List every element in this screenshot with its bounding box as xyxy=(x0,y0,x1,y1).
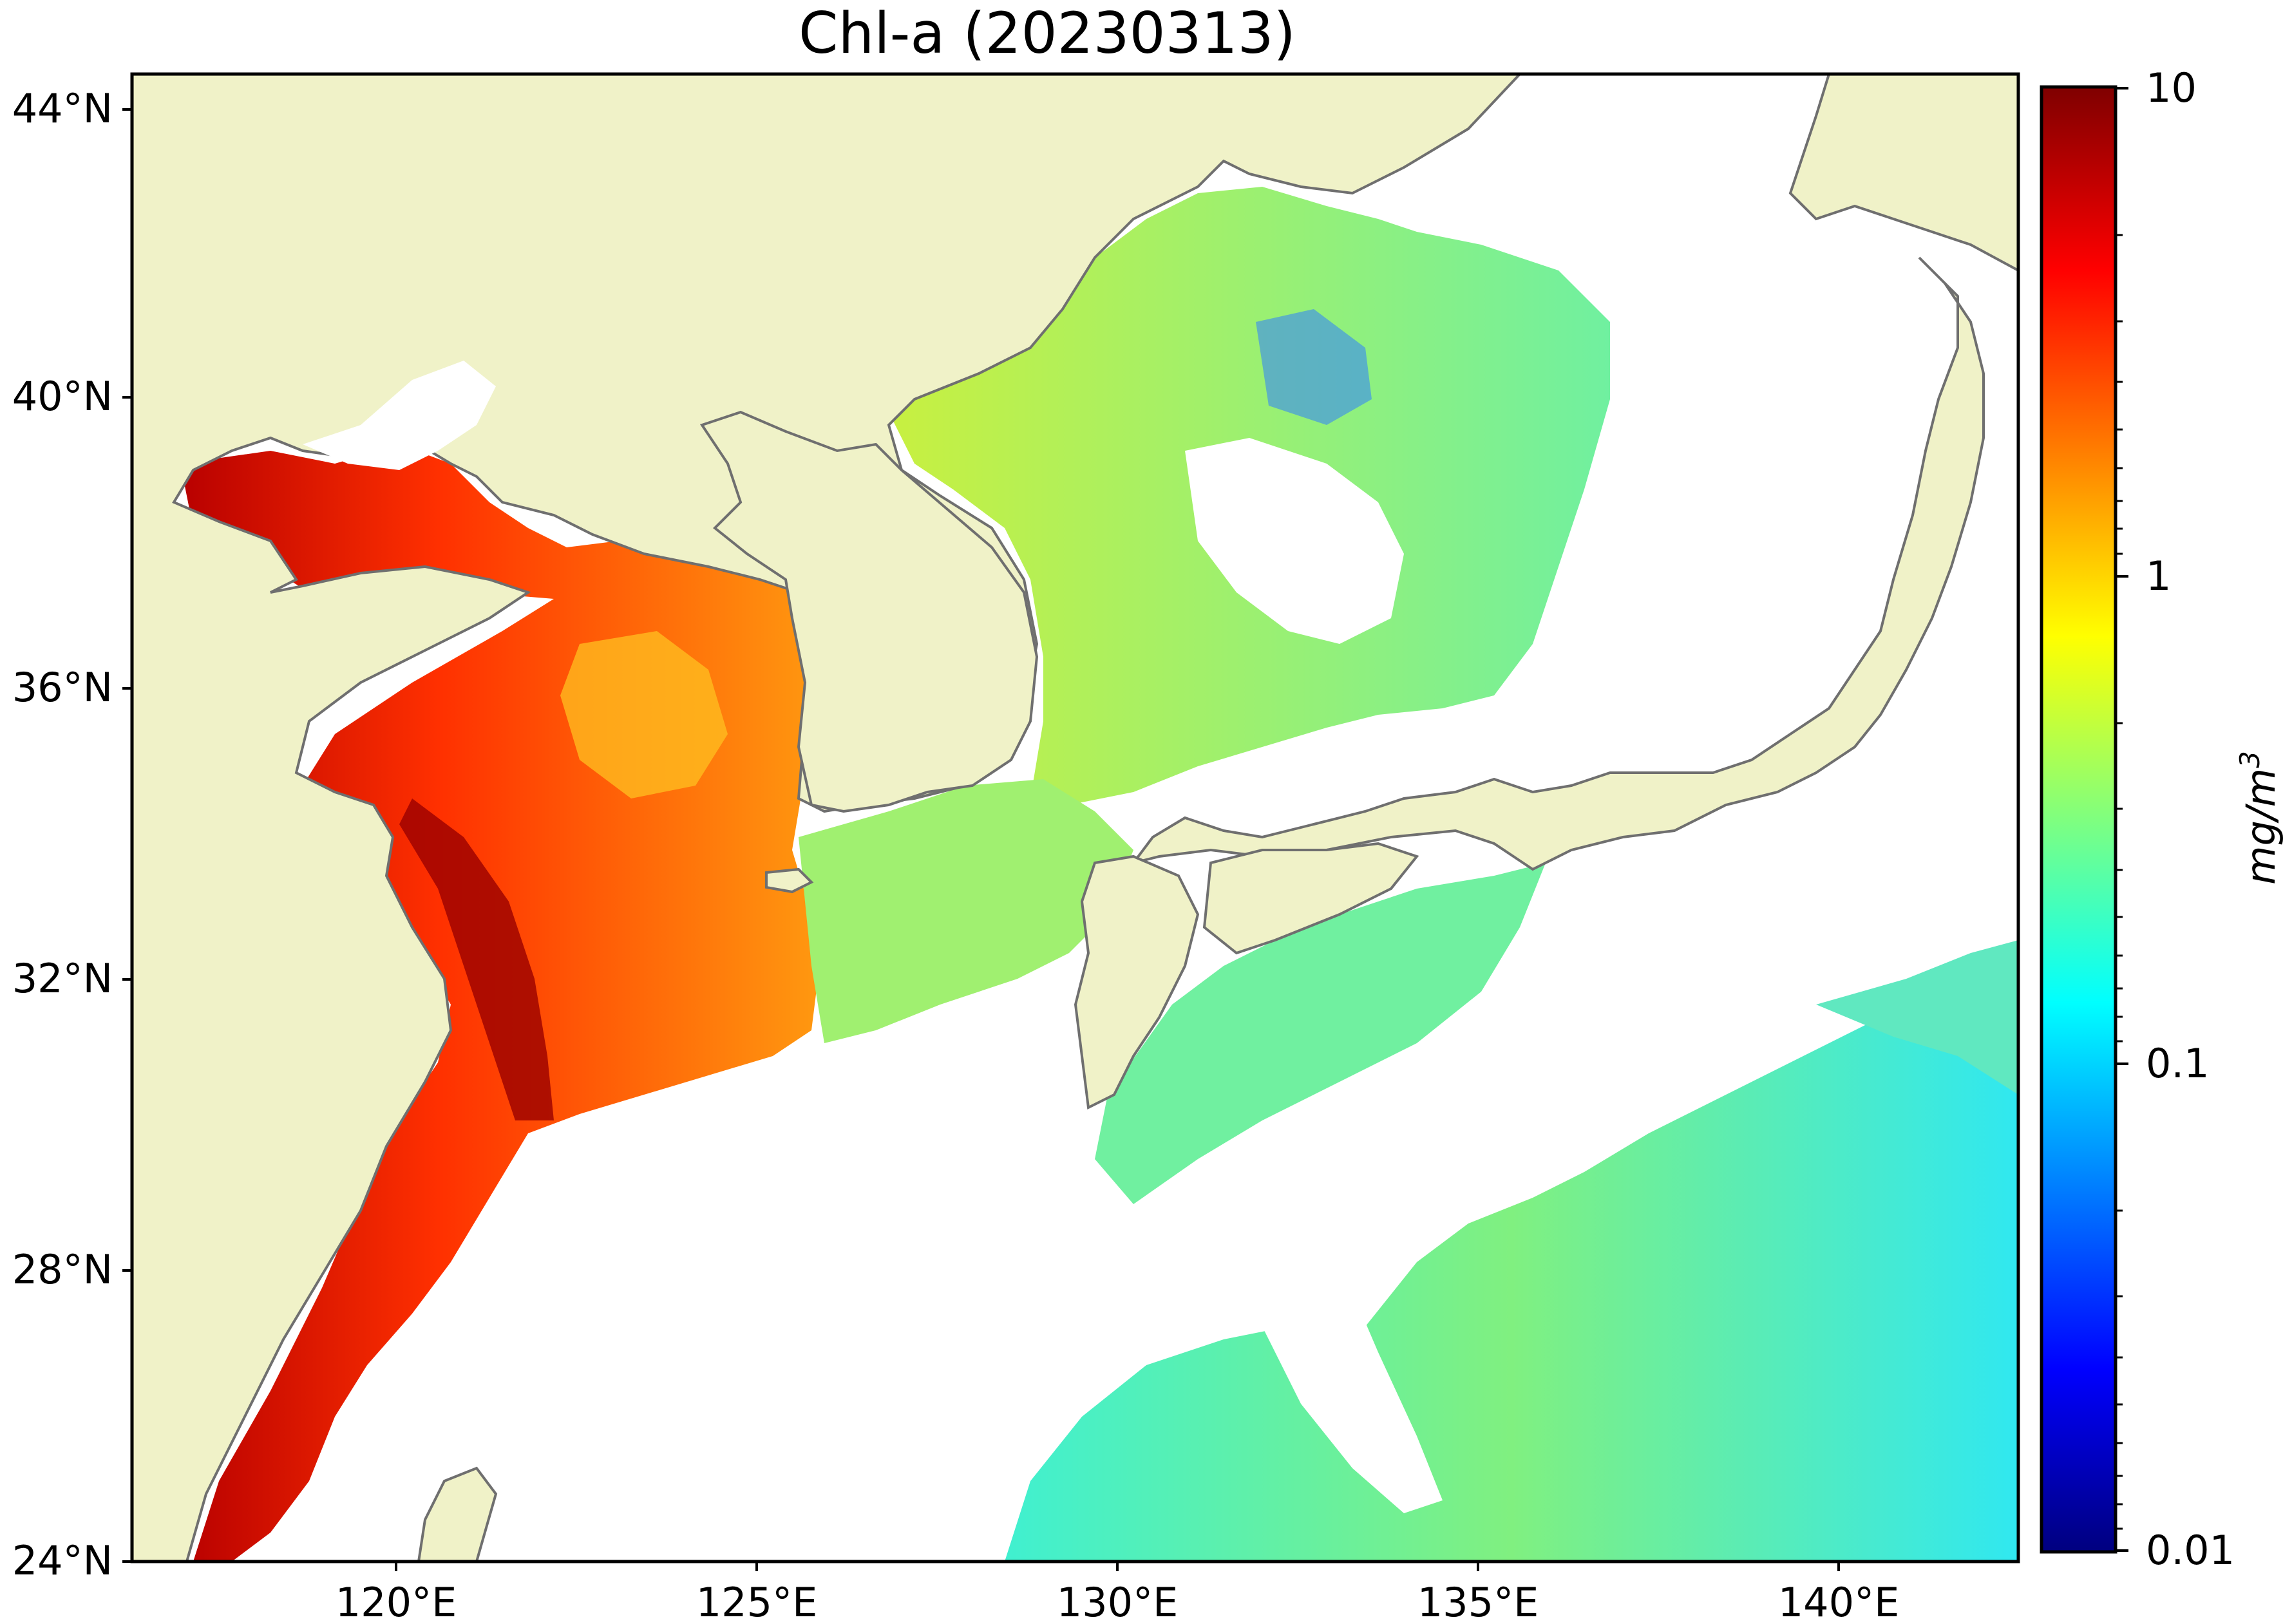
map-panel xyxy=(132,74,2018,1562)
colorbar-tick-label: 1 xyxy=(2146,552,2171,600)
y-tick-label: 28°N xyxy=(12,1246,113,1293)
x-tick-label: 135°E xyxy=(1417,1579,1539,1624)
chl-south-pacific xyxy=(1005,979,2018,1562)
chl-east-sea-white-gaps xyxy=(1185,438,1404,644)
land-shikoku xyxy=(1202,842,1419,955)
chl-dark-red-coast xyxy=(399,798,554,1120)
colorbar-tick-label: 0.01 xyxy=(2146,1527,2235,1574)
y-tick-label: 32°N xyxy=(12,955,113,1002)
colorbar-gradient xyxy=(2040,85,2117,1554)
y-axis: 24°N 28°N 32°N 36°N 40°N 44°N xyxy=(12,85,132,1584)
land-japan-honshu xyxy=(1130,256,1985,871)
x-tick-label: 125°E xyxy=(696,1579,818,1624)
figure-title: Chl-a (20230313) xyxy=(799,0,1296,66)
chl-shikoku-pacific xyxy=(1095,863,1546,1204)
x-tick-label: 120°E xyxy=(336,1579,457,1624)
map-frame xyxy=(130,72,2020,1563)
colorbar: 10 1 0.1 0.01 mg/m3 xyxy=(2040,64,2283,1574)
y-tick-label: 44°N xyxy=(12,85,113,132)
x-tick-label: 130°E xyxy=(1057,1579,1179,1624)
land-kyushu xyxy=(1074,854,1200,1110)
land-korea-peninsula xyxy=(699,410,1039,813)
chl-south-pacific-gap xyxy=(1262,1262,1443,1513)
colorbar-unit-label: mg/m3 xyxy=(2234,751,2283,885)
y-tick-label: 40°N xyxy=(12,373,113,420)
chl-east-sea-blue-patches xyxy=(1256,309,1372,425)
land-asia-mainland xyxy=(132,74,1522,1562)
y-tick-label: 24°N xyxy=(12,1537,113,1584)
colorbar-tick-label: 0.1 xyxy=(2146,1040,2210,1087)
colorbar-minor-ticks xyxy=(2116,234,2123,1530)
x-axis: 120°E 125°E 130°E 135°E 140°E xyxy=(336,1562,1900,1624)
colorbar-tick-label: 10 xyxy=(2146,64,2197,111)
y-tick-label: 36°N xyxy=(12,664,113,711)
land-hokkaido xyxy=(1788,74,2018,272)
chl-yellow-sea-center xyxy=(560,631,728,798)
x-tick-label: 140°E xyxy=(1778,1579,1900,1624)
chl-east-pacific xyxy=(1816,940,2018,1095)
land-liaodong-white-gap xyxy=(303,361,496,470)
land-taiwan xyxy=(417,1466,498,1562)
chl-korea-strait xyxy=(799,779,1133,1043)
land-jeju xyxy=(765,867,814,894)
